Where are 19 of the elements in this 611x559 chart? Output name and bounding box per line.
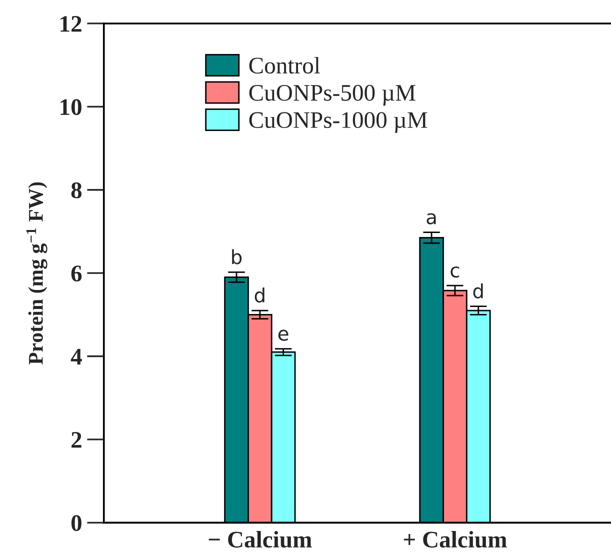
annotation: d bbox=[473, 283, 483, 298]
legend-label: CuONPs-500 µM bbox=[249, 84, 416, 106]
y-axis-title: Protein (mg g$^{−1}$ FW) bbox=[26, 182, 48, 364]
y-tick-label: 0 bbox=[71, 515, 82, 532]
annotation: c bbox=[450, 266, 460, 278]
y-tick-label: 4 bbox=[70, 348, 82, 364]
y-tick-label: 2 bbox=[72, 432, 82, 448]
legend-label: Control bbox=[249, 56, 320, 74]
y-tick-label: 8 bbox=[71, 182, 82, 198]
y-tick-label: 12 bbox=[60, 16, 82, 32]
annotation: a bbox=[426, 213, 436, 224]
x-tick-label: − Calcium bbox=[208, 531, 312, 548]
annotation: e bbox=[278, 330, 288, 341]
y-tick-label: 6 bbox=[71, 266, 82, 282]
legend-label: CuONPs-1000 µM bbox=[249, 112, 428, 133]
x-tick-label: + Calcium bbox=[404, 531, 507, 548]
y-tick-label: 10 bbox=[60, 99, 82, 116]
annotation: b bbox=[232, 249, 242, 264]
annotation: d bbox=[254, 288, 264, 303]
